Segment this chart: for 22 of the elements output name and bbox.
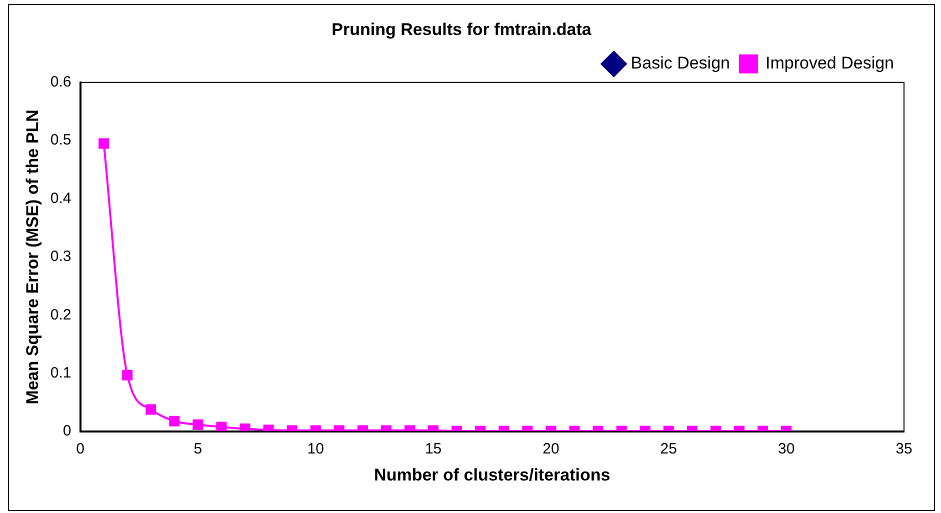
y-tick-label: 0.1 [50, 364, 72, 382]
x-tick-label: 15 [424, 440, 442, 458]
chart-title: Pruning Results for fmtrain.data [332, 20, 592, 39]
x-tick-label: 30 [778, 440, 795, 458]
y-tick-label: 0.5 [50, 132, 72, 149]
y-tick-label: 0.3 [50, 248, 72, 266]
y-tick-label: 0.4 [50, 190, 72, 207]
y-tick-label: 0 [62, 422, 72, 440]
x-tick-label: 5 [194, 440, 202, 458]
x-tick-label: 35 [896, 440, 912, 458]
legend-label: Improved Design [765, 54, 894, 73]
point [240, 423, 250, 432]
point [98, 138, 110, 149]
x-tick-label: 20 [542, 440, 560, 458]
y-tick-label: 0.2 [50, 306, 72, 324]
x-tick-label: 10 [307, 440, 324, 458]
x-tick-label: 0 [76, 440, 84, 458]
x-axis-title: Number of clusters/iterations [374, 465, 610, 484]
y-axis-title: Mean Square Error (MSE) of the PLN [22, 110, 42, 404]
x-tick-label: 25 [660, 440, 677, 458]
legend-label: Basic Design [630, 54, 730, 73]
y-tick-label: 0.6 [50, 74, 72, 91]
